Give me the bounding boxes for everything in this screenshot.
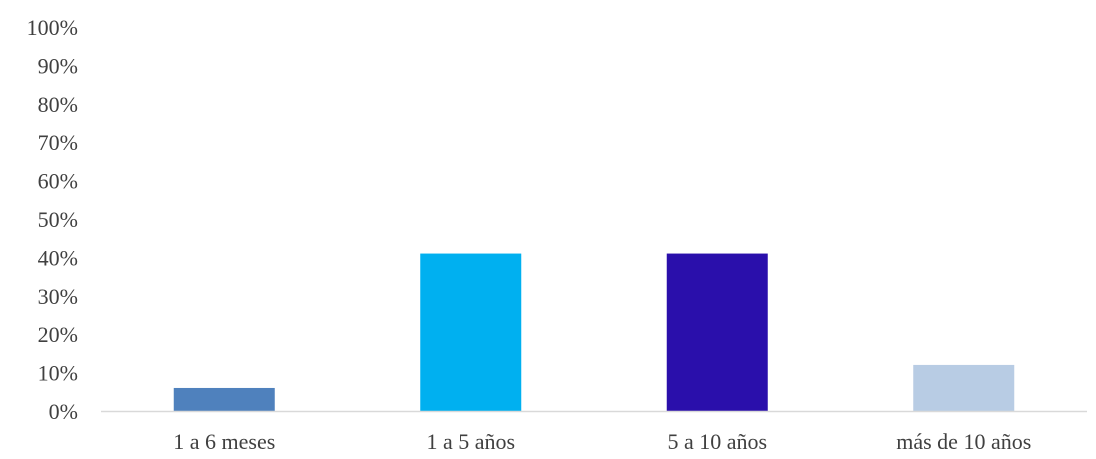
x-axis-labels: 1 a 6 meses 1 a 5 años 5 a 10 años más de 1… — [173, 429, 1031, 454]
y-axis-ticks: 0% 10% 20% 30% 40% 50% 60% 70% 80% 90% 100% — [27, 15, 78, 424]
y-tick-label: 0% — [49, 399, 78, 424]
y-tick-label: 40% — [38, 245, 78, 270]
x-category-label: 1 a 6 meses — [173, 429, 275, 454]
y-tick-label: 100% — [27, 15, 78, 40]
y-tick-label: 70% — [38, 130, 78, 155]
bar-1 — [173, 387, 275, 411]
bar-4 — [913, 364, 1015, 411]
x-category-label: más de 10 años — [896, 429, 1031, 454]
bar-2 — [420, 253, 522, 411]
y-tick-label: 90% — [38, 53, 78, 78]
bars — [173, 253, 1015, 411]
y-tick-label: 20% — [38, 322, 78, 347]
y-tick-label: 80% — [38, 92, 78, 117]
y-tick-label: 60% — [38, 169, 78, 194]
x-category-label: 1 a 5 años — [426, 429, 515, 454]
y-tick-label: 10% — [38, 361, 78, 386]
y-tick-label: 30% — [38, 284, 78, 309]
x-category-label: 5 a 10 años — [667, 429, 767, 454]
bar-3 — [666, 253, 768, 411]
y-tick-label: 50% — [38, 207, 78, 232]
